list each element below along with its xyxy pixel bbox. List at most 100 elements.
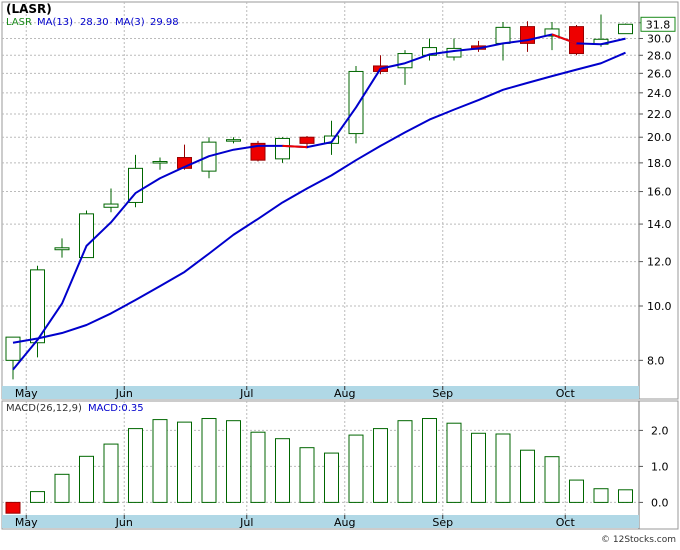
candle-body bbox=[348, 70, 364, 135]
price-y-tick-label: 14.0 bbox=[647, 218, 672, 231]
macd-bar bbox=[250, 431, 266, 503]
macd-bar bbox=[569, 479, 584, 503]
candle-body bbox=[226, 139, 241, 142]
macd-bar bbox=[201, 418, 217, 503]
candle-body bbox=[275, 137, 290, 160]
price-y-tick-label: 16.0 bbox=[647, 186, 672, 199]
candle bbox=[544, 22, 560, 51]
candle-body bbox=[618, 23, 633, 35]
candle-body bbox=[103, 203, 119, 208]
price-month-label: Aug bbox=[334, 387, 355, 400]
price-y-tick-label: 10.0 bbox=[647, 300, 672, 313]
macd-bar bbox=[495, 433, 511, 503]
macd-bar bbox=[446, 422, 462, 503]
macd-bar bbox=[152, 419, 168, 503]
macd-bar bbox=[79, 455, 94, 503]
macd-bar bbox=[373, 428, 388, 503]
price-y-tick-label: 28.0 bbox=[647, 49, 672, 62]
price-y-tick-label: 30.0 bbox=[647, 32, 672, 45]
price-month-label: Oct bbox=[556, 387, 576, 400]
candle-body bbox=[544, 28, 560, 37]
price-month-label: Jul bbox=[239, 387, 253, 400]
price-y-tick-label: 8.0 bbox=[647, 354, 665, 367]
macd-x-axis: May Jun Jul Aug Sep Oct bbox=[15, 515, 576, 529]
price-month-label: Sep bbox=[432, 387, 453, 400]
candle bbox=[79, 210, 94, 259]
price-y-tick-label: 24.0 bbox=[647, 87, 672, 100]
ma3-red-segment bbox=[551, 33, 577, 45]
candle-body bbox=[128, 167, 143, 203]
candle bbox=[103, 188, 119, 213]
macd-bar bbox=[103, 443, 119, 503]
macd-month-label: May bbox=[15, 516, 38, 529]
macd-bar bbox=[618, 489, 633, 503]
ma13-polyline bbox=[12, 51, 626, 344]
candle-body bbox=[54, 247, 70, 251]
price-x-axis: May Jun Jul Aug Sep Oct bbox=[15, 386, 576, 400]
macd-month-label: Sep bbox=[432, 516, 453, 529]
macd-bar bbox=[348, 434, 364, 503]
macd-bar bbox=[226, 420, 241, 503]
legend-ma13-value: 28.30 bbox=[80, 17, 109, 28]
price-month-label: Jun bbox=[115, 387, 133, 400]
candle-body bbox=[79, 213, 94, 259]
macd-bar bbox=[324, 452, 339, 503]
candle bbox=[569, 25, 584, 56]
candle bbox=[275, 137, 290, 163]
price-y-tick-label: 22.0 bbox=[647, 108, 672, 121]
candle bbox=[54, 238, 70, 258]
candle-body bbox=[152, 161, 168, 164]
macd-bar bbox=[5, 501, 21, 514]
macd-bar bbox=[299, 447, 315, 503]
macd-bar bbox=[54, 473, 70, 503]
ma3-red-segment bbox=[282, 144, 308, 149]
current-price-label: 31.8 bbox=[640, 16, 676, 32]
macd-y-tick-label: 1.0 bbox=[651, 460, 669, 473]
macd-y-axis: 0.0 1.0 2.0 bbox=[638, 401, 669, 529]
copyright: © 12Stocks.com bbox=[601, 535, 676, 545]
macd-bar bbox=[30, 491, 45, 503]
candle bbox=[128, 154, 143, 208]
macd-bar bbox=[397, 420, 413, 503]
macd-bar bbox=[544, 456, 560, 503]
macd-bar bbox=[128, 428, 143, 503]
price-y-tick-label: 12.0 bbox=[647, 256, 672, 269]
candles bbox=[5, 14, 633, 380]
candle bbox=[30, 265, 45, 358]
macd-bar bbox=[275, 438, 290, 503]
macd-y-tick-label: 2.0 bbox=[651, 424, 669, 437]
macd-bars bbox=[5, 418, 633, 514]
macd-bar bbox=[177, 421, 192, 503]
price-month-label: May bbox=[15, 387, 38, 400]
macd-value: MACD:0.35 bbox=[88, 403, 144, 414]
legend-lasr: LASR bbox=[6, 17, 32, 28]
macd-bar bbox=[520, 449, 535, 503]
candle bbox=[250, 140, 266, 162]
price-y-tick-label: 18.0 bbox=[647, 157, 672, 170]
candle-body bbox=[299, 136, 315, 144]
macd-bar bbox=[471, 432, 486, 503]
candle-body bbox=[30, 269, 45, 344]
ma3-line bbox=[12, 33, 626, 371]
macd-title: MACD(26,12,9) bbox=[6, 403, 82, 414]
candle bbox=[324, 120, 339, 155]
candle-body bbox=[5, 336, 21, 361]
candle bbox=[226, 137, 241, 144]
candle bbox=[348, 65, 364, 144]
macd-y-tick-label: 0.0 bbox=[651, 496, 669, 509]
macd-month-label: Oct bbox=[556, 516, 576, 529]
candle-body bbox=[324, 135, 339, 144]
price-y-tick-label: 20.0 bbox=[647, 131, 672, 144]
price-y-tick-label: 26.0 bbox=[647, 67, 672, 80]
current-price-value: 31.8 bbox=[646, 18, 671, 31]
price-month-gridlines bbox=[25, 2, 566, 386]
legend-ma3-value: 29.98 bbox=[150, 17, 179, 28]
macd-bar bbox=[422, 418, 437, 503]
macd-month-label: Jul bbox=[239, 516, 253, 529]
ma13-line bbox=[12, 51, 626, 344]
chart-title: (LASR) bbox=[6, 2, 52, 16]
macd-month-label: Aug bbox=[334, 516, 355, 529]
macd-bar bbox=[593, 488, 609, 503]
